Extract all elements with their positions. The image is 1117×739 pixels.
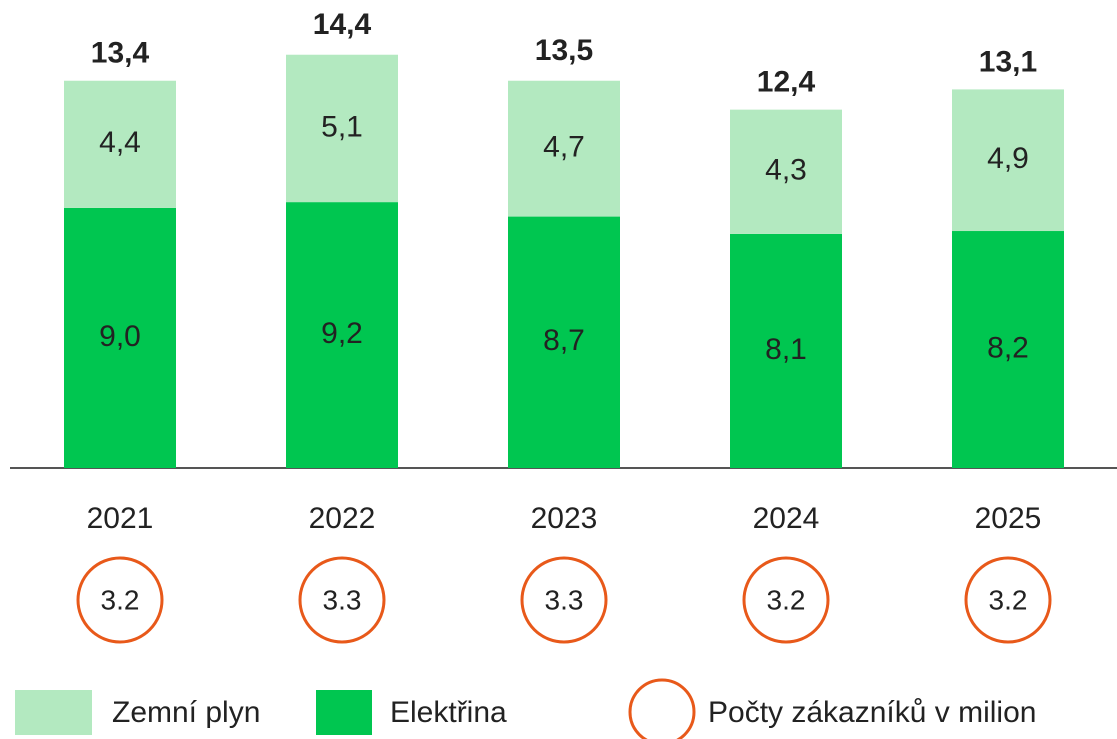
customer-label: 3.3: [545, 584, 584, 615]
customer-label: 3.2: [101, 584, 140, 615]
value-label: 4,4: [99, 126, 141, 159]
bar-segment: [286, 202, 398, 468]
total-label: 12,4: [757, 66, 816, 99]
customer-circle: [298, 556, 386, 644]
legend-swatch: [15, 690, 92, 735]
value-label: 4,7: [543, 131, 585, 164]
legend-circle: [628, 678, 696, 739]
value-label: 8,7: [543, 324, 585, 357]
legend-label: Zemní plyn: [112, 696, 260, 729]
customer-label: 3.3: [323, 584, 362, 615]
total-label: 13,4: [91, 37, 150, 70]
x-tick-label: 2022: [309, 502, 376, 535]
total-label: 13,1: [979, 45, 1037, 78]
legend-label: Elektřina: [390, 696, 507, 729]
bar-segment: [64, 207, 176, 468]
total-label: 13,5: [535, 34, 593, 67]
customer-circle: [964, 556, 1052, 644]
customer-circle: [76, 556, 164, 644]
bar-segment: [952, 231, 1064, 468]
customer-circle: [520, 556, 608, 644]
bar-segment: [730, 109, 842, 234]
bar-segment: [730, 233, 842, 468]
value-label: 5,1: [321, 110, 363, 143]
value-label: 4,3: [765, 154, 807, 187]
legend-swatch: [316, 690, 372, 735]
x-tick-label: 2025: [975, 502, 1042, 535]
value-label: 9,0: [99, 320, 141, 353]
bar-segment: [952, 89, 1064, 232]
value-label: 8,2: [987, 331, 1029, 364]
customer-label: 3.2: [767, 584, 806, 615]
bar-segment: [508, 216, 620, 468]
bar-segment: [64, 80, 176, 208]
total-label: 14,4: [313, 8, 372, 41]
value-label: 4,9: [987, 142, 1029, 175]
value-label: 9,2: [321, 317, 363, 350]
legend-label: Počty zákazníků v milion: [708, 696, 1036, 729]
customer-label: 3.2: [989, 584, 1028, 615]
x-tick-label: 2021: [87, 502, 154, 535]
bar-segment: [286, 54, 398, 203]
customer-circle: [742, 556, 830, 644]
x-tick-label: 2024: [753, 502, 820, 535]
bar-segment: [508, 80, 620, 217]
value-label: 8,1: [765, 333, 807, 366]
x-tick-label: 2023: [531, 502, 598, 535]
